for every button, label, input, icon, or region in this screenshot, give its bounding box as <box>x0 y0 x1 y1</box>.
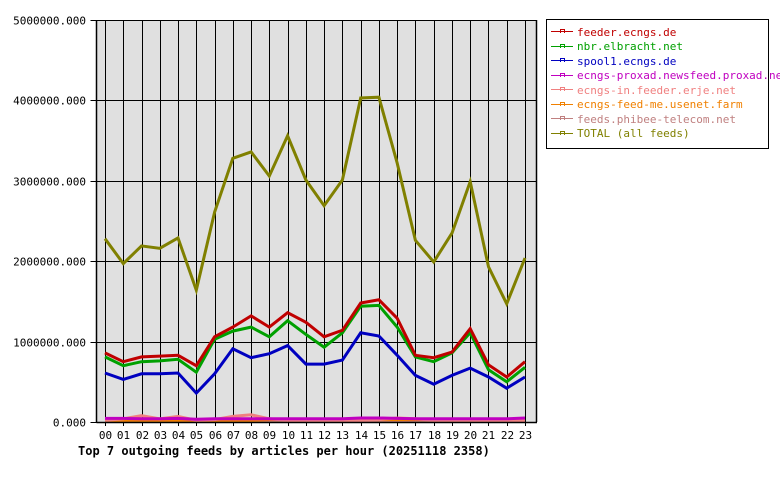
x-tick-label: 15 <box>373 429 386 442</box>
legend-item: nbr.elbracht.net <box>547 40 768 55</box>
legend-line-marker-icon <box>551 101 573 108</box>
legend-label: feeder.ecngs.de <box>577 25 677 39</box>
legend-label: ecngs-feed-me.usenet.farm <box>577 98 743 112</box>
x-tick-label: 17 <box>409 429 422 442</box>
legend-line-marker-icon <box>551 58 573 64</box>
legend-line-marker-icon <box>551 29 573 35</box>
x-tick-label: 05 <box>190 429 203 442</box>
legend-line-marker-icon <box>551 72 573 79</box>
x-tick-label: 01 <box>117 429 130 442</box>
legend-line-marker-icon <box>551 130 573 137</box>
x-tick-label: 06 <box>209 429 222 442</box>
legend-item: ecngs-feed-me.usenet.farm <box>547 98 768 113</box>
legend-item: feeds.phibee-telecom.net <box>547 112 768 127</box>
x-tick-label: 04 <box>172 429 186 442</box>
x-tick-label: 21 <box>482 429 495 442</box>
legend-item: feeder.ecngs.de <box>547 25 768 40</box>
legend-label: TOTAL (all feeds) <box>577 127 690 141</box>
legend-item: ecngs-in.feeder.erje.net <box>547 83 768 98</box>
x-tick-label: 11 <box>300 429 313 442</box>
x-tick-label: 16 <box>391 429 404 442</box>
x-tick-label: 02 <box>136 429 149 442</box>
x-tick-label: 18 <box>428 429 441 442</box>
legend-line-marker-icon <box>551 87 573 93</box>
legend-item: ecngs-proxad.newsfeed.proxad.net <box>547 69 780 84</box>
legend-label: ecngs-in.feeder.erje.net <box>577 83 736 97</box>
legend-item: spool1.ecngs.de <box>547 54 768 69</box>
x-tick-label: 19 <box>446 429 459 442</box>
x-tick-label: 09 <box>263 429 276 442</box>
x-tick-label: 07 <box>227 429 240 442</box>
legend-label: nbr.elbracht.net <box>577 40 683 54</box>
x-tick-label: 14 <box>355 429 369 442</box>
x-tick-label: 10 <box>282 429 295 442</box>
legend-label: feeds.phibee-telecom.net <box>577 112 736 126</box>
chart-title: Top 7 outgoing feeds by articles per hou… <box>78 444 490 458</box>
y-axis-tick-labels: 0.000 1000000.000 2000000.000 3000000.000 40… <box>13 15 86 430</box>
legend-label: spool1.ecngs.de <box>577 54 677 68</box>
series-line <box>104 298 526 379</box>
axes <box>90 20 538 426</box>
data-series <box>103 95 527 423</box>
y-tick-label: 4000000.000 <box>13 95 86 108</box>
x-tick-label: 12 <box>318 429 331 442</box>
legend-label: ecngs-proxad.newsfeed.proxad.net <box>577 69 780 83</box>
x-tick-label: 13 <box>336 429 349 442</box>
y-tick-label: 3000000.000 <box>13 176 86 189</box>
x-tick-label: 23 <box>519 429 532 442</box>
series-line <box>103 95 527 308</box>
y-tick-label: 2000000.000 <box>13 256 86 269</box>
x-tick-label: 03 <box>154 429 167 442</box>
legend-line-marker-icon <box>551 43 573 50</box>
y-tick-label: 5000000.000 <box>13 15 86 28</box>
x-tick-label: 20 <box>464 429 477 442</box>
series-line <box>104 331 526 396</box>
legend-item: TOTAL (all feeds) <box>547 127 768 142</box>
y-tick-label: 1000000.000 <box>13 337 86 350</box>
x-tick-label: 00 <box>99 429 112 442</box>
series-line <box>105 416 526 421</box>
x-tick-label: 22 <box>501 429 514 442</box>
x-axis-tick-labels: 00 01 02 03 04 05 06 07 08 09 10 11 12 13 14 15 16 17 18 19… <box>99 429 532 442</box>
legend: feeder.ecngs.de nbr.elbracht.net spool1.… <box>546 19 780 149</box>
x-tick-label: 08 <box>245 429 258 442</box>
y-tick-label: 0.000 <box>53 417 86 430</box>
series-line <box>104 413 525 422</box>
legend-line-marker-icon <box>551 116 573 122</box>
